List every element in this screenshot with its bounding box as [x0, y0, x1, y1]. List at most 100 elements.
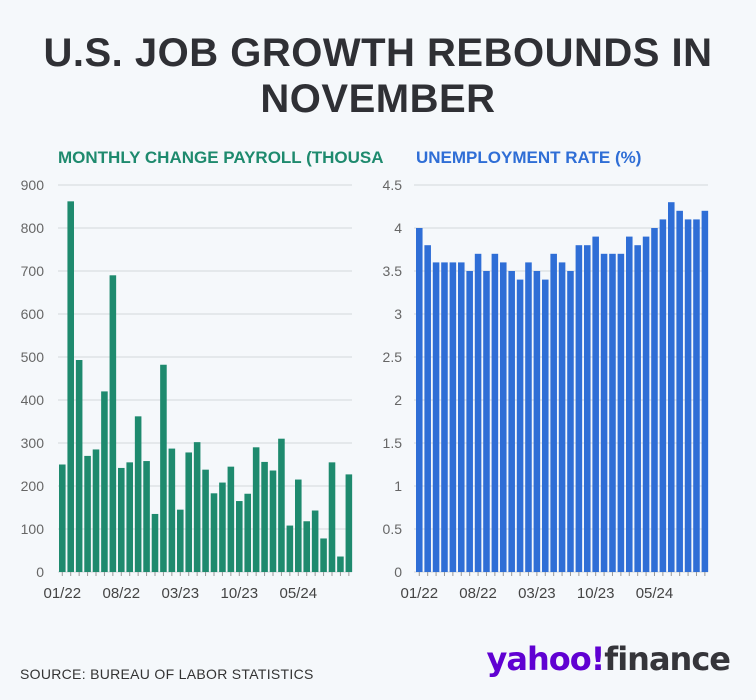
bar — [416, 228, 423, 572]
unemployment-chart-title: UNEMPLOYMENT RATE (%) — [416, 148, 642, 167]
y-tick-label: 4.5 — [383, 177, 403, 193]
payroll-bar-chart: 0 100 200 300 400 500 600 700 800 900 01/22 08/22 03… — [21, 177, 353, 602]
bar — [659, 219, 667, 572]
x-tick-label: 10/23 — [221, 585, 259, 602]
bar — [101, 391, 108, 572]
page-title: U.S. JOB GROWTH REBOUNDS IN NOVEMBER — [43, 31, 713, 121]
x-tick-label: 01/22 — [44, 585, 82, 602]
x-tick-label: 05/24 — [280, 585, 318, 602]
y-tick-label: 0 — [36, 564, 44, 580]
bar — [626, 236, 633, 572]
bar — [651, 228, 658, 572]
x-tick-label: 05/24 — [636, 585, 674, 602]
y-tick-label: 100 — [21, 521, 45, 537]
logo-finance: finance — [604, 640, 731, 678]
bar — [483, 271, 490, 572]
y-tick-label: 1.5 — [383, 435, 403, 451]
bar — [185, 452, 193, 572]
x-tick-label: 08/22 — [103, 585, 141, 602]
bar — [252, 447, 260, 572]
y-tick-label: 700 — [21, 263, 45, 279]
bar — [550, 253, 557, 573]
x-tick-label: 03/23 — [162, 585, 200, 602]
payroll-chart-title: MONTHLY CHANGE PAYROLL (THOUSANDS) — [58, 148, 384, 167]
y-tick-label: 1 — [394, 478, 402, 494]
bar — [202, 469, 209, 572]
y-tick-label: 0 — [394, 564, 402, 580]
y-tick-label: 2 — [394, 392, 402, 408]
bar — [491, 253, 499, 573]
bar — [693, 219, 700, 572]
bar — [210, 493, 218, 572]
bar — [466, 271, 473, 572]
bar — [441, 262, 448, 572]
bar — [92, 449, 100, 572]
y-tick-label: 300 — [21, 435, 45, 451]
y-tick-label: 3.5 — [383, 263, 403, 279]
bar — [609, 253, 616, 573]
bar — [261, 461, 268, 572]
bar — [303, 521, 311, 572]
x-tick-label: 01/22 — [401, 585, 439, 602]
y-tick-label: 800 — [21, 220, 45, 236]
y-tick-label: 2.5 — [383, 349, 403, 365]
bar — [286, 525, 294, 572]
bar — [516, 279, 524, 572]
bar — [337, 556, 344, 572]
bar — [75, 360, 83, 572]
bar — [600, 253, 608, 573]
bar — [160, 364, 167, 572]
y-tick-label: 0.5 — [383, 521, 403, 537]
x-tick-label: 08/22 — [459, 585, 497, 602]
bar — [126, 462, 134, 572]
bar — [193, 442, 201, 572]
y-tick-label: 4 — [394, 220, 402, 236]
bar — [219, 482, 226, 572]
bar — [558, 262, 566, 572]
bar — [449, 262, 457, 572]
bar — [244, 493, 252, 572]
bar — [533, 271, 541, 572]
bar — [84, 455, 91, 572]
bar — [701, 210, 709, 573]
bar — [59, 464, 66, 572]
bar — [67, 201, 75, 572]
y-tick-label: 900 — [21, 177, 45, 193]
bar — [278, 438, 285, 572]
x-tick-label: 03/23 — [518, 585, 556, 602]
bar — [151, 513, 159, 572]
bar — [236, 501, 243, 572]
bar — [177, 509, 184, 572]
bar — [508, 271, 515, 572]
bar — [668, 202, 675, 572]
unemployment-bar-chart: 0 0.5 1 1.5 2 2.5 3 3.5 4 4.5 01/22 08/22 03/23 10/23… — [383, 177, 709, 602]
source-note: SOURCE: BUREAU OF LABOR STATISTICS — [20, 666, 314, 682]
bar — [295, 479, 302, 572]
bar — [320, 538, 327, 572]
bar — [617, 253, 625, 573]
bar — [584, 245, 591, 572]
bar — [684, 219, 692, 572]
bar — [458, 262, 465, 572]
bar — [345, 474, 353, 572]
bar — [634, 245, 641, 572]
bar — [424, 245, 431, 572]
bar — [567, 271, 574, 572]
y-tick-label: 200 — [21, 478, 45, 494]
bar — [642, 236, 650, 572]
bar — [432, 262, 440, 572]
bar — [525, 262, 532, 572]
bar — [328, 462, 336, 572]
bar — [592, 236, 599, 572]
bar — [542, 279, 549, 572]
y-tick-label: 500 — [21, 349, 45, 365]
bar — [109, 275, 117, 572]
logo-yahoo: yahoo! — [486, 640, 605, 678]
bar — [500, 262, 507, 572]
bar — [134, 416, 142, 572]
yahoo-finance-logo: yahoo!finance — [486, 640, 731, 678]
x-tick-label: 10/23 — [577, 585, 615, 602]
bar — [676, 210, 683, 573]
bar — [575, 245, 583, 572]
bar — [269, 470, 277, 572]
